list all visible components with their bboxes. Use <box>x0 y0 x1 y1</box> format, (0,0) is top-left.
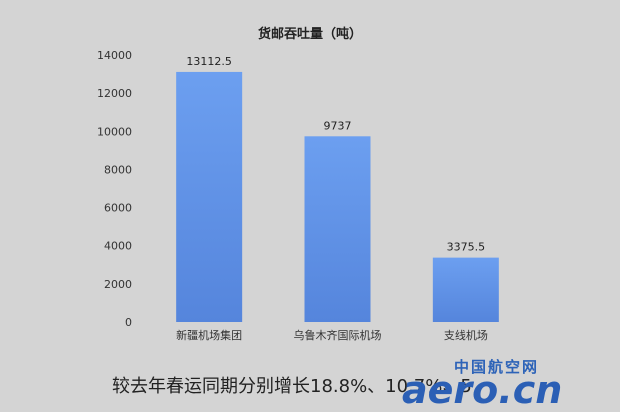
y-axis: 0 2000 4000 6000 8000 10000 12000 14000 <box>97 49 132 329</box>
x-axis: 新疆机场集团 乌鲁木齐国际机场 支线机场 <box>176 328 488 342</box>
y-tick-label: 4000 <box>104 240 132 253</box>
y-tick-label: 0 <box>125 316 132 329</box>
y-tick-label: 12000 <box>97 87 132 100</box>
bar-chart: 货邮吞吐量（吨） 0 2000 4000 6000 8000 10000 12000 1400… <box>97 26 499 342</box>
watermark-en-text: aero.cn <box>402 368 563 412</box>
bars: 13112.5 9737 3375.5 <box>176 55 499 322</box>
x-tick-label: 新疆机场集团 <box>176 328 242 342</box>
chart-title: 货邮吞吐量（吨） <box>258 26 362 42</box>
bar <box>432 257 499 322</box>
bar <box>176 71 243 322</box>
aero-cn-watermark: 中国航空网 aero.cn <box>398 356 598 412</box>
data-label: 13112.5 <box>186 55 232 68</box>
y-tick-label: 2000 <box>104 278 132 291</box>
y-tick-label: 14000 <box>97 49 132 62</box>
x-tick-label: 支线机场 <box>444 328 488 342</box>
x-tick-label: 乌鲁木齐国际机场 <box>294 328 382 342</box>
data-label: 9737 <box>324 119 352 132</box>
y-tick-label: 8000 <box>104 163 132 176</box>
bar <box>304 136 371 322</box>
data-label: 3375.5 <box>447 241 486 254</box>
watermark-cn-text: 中国航空网 <box>454 358 540 376</box>
y-tick-label: 6000 <box>104 202 132 215</box>
chart-caption: 较去年春运同期分别增长18.8%、10.7%、5 <box>112 376 472 397</box>
y-tick-label: 10000 <box>97 125 132 138</box>
